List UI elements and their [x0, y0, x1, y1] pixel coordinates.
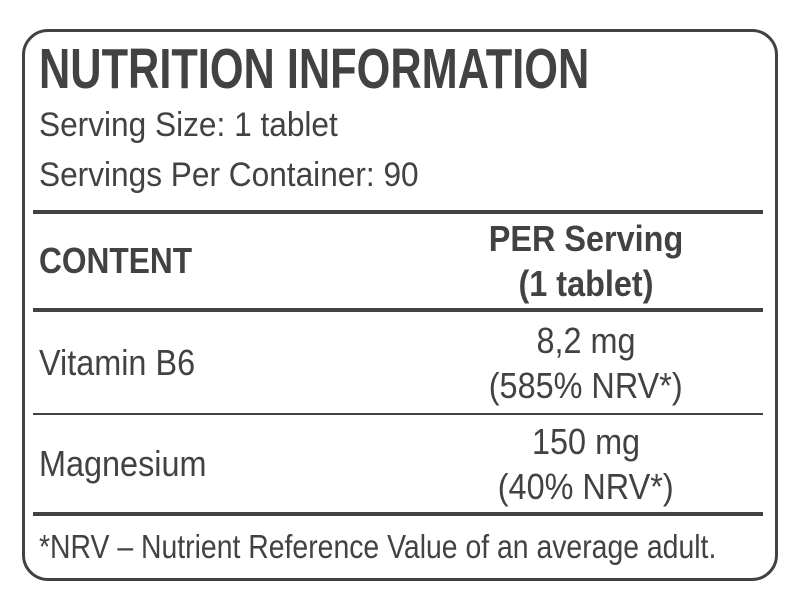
per-serving-header-line1: PER Serving: [397, 216, 775, 261]
nutrient-value-cell: 150 mg (40% NRV*): [397, 419, 775, 509]
nutrient-nrv: (40% NRV*): [397, 464, 775, 509]
serving-size-line: Serving Size: 1 tablet: [39, 100, 775, 150]
content-header-label: CONTENT: [39, 240, 193, 281]
nutrient-value-cell: 8,2 mg (585% NRV*): [397, 318, 775, 408]
nutrient-nrv-text: (585% NRV*): [489, 364, 683, 406]
divider-footnote-thick: [33, 512, 763, 516]
per-serving-header-line2-text: (1 tablet): [518, 263, 654, 304]
table-header-row: CONTENT PER Serving (1 tablet): [25, 214, 775, 308]
nutrient-nrv: (585% NRV*): [397, 363, 775, 408]
serving-size-text: Serving Size: 1 tablet: [39, 106, 338, 144]
divider-header-thick: [33, 308, 763, 312]
nutrient-amount: 150 mg: [397, 419, 775, 464]
nrv-footnote: *NRV – Nutrient Reference Value of an av…: [39, 528, 800, 566]
nrv-footnote-text: *NRV – Nutrient Reference Value of an av…: [39, 528, 717, 565]
nutrient-nrv-text: (40% NRV*): [498, 465, 674, 507]
nutrient-amount-text: 8,2 mg: [536, 319, 636, 361]
table-row-magnesium: Magnesium 150 mg (40% NRV*): [25, 415, 775, 512]
nutrient-name-text: Vitamin B6: [39, 341, 196, 383]
label-title-text: NUTRITION INFORMATION: [39, 37, 590, 101]
per-serving-header-line1-text: PER Serving: [488, 218, 684, 259]
table-row-vitamin-b6: Vitamin B6 8,2 mg (585% NRV*): [25, 312, 775, 413]
per-serving-header-line2: (1 tablet): [397, 261, 775, 306]
nutrient-amount: 8,2 mg: [397, 318, 775, 363]
label-intro-section: NUTRITION INFORMATION Serving Size: 1 ta…: [25, 32, 775, 210]
servings-per-container-text: Servings Per Container: 90: [39, 156, 419, 194]
per-serving-header-cell: PER Serving (1 tablet): [397, 216, 775, 306]
content-header-cell: CONTENT: [25, 240, 397, 282]
label-title: NUTRITION INFORMATION: [39, 38, 775, 100]
nutrient-name-cell: Vitamin B6: [25, 342, 397, 384]
nutrition-label-panel: NUTRITION INFORMATION Serving Size: 1 ta…: [22, 29, 778, 581]
nutrient-amount-text: 150 mg: [531, 420, 641, 462]
divider-row-thin: [33, 413, 763, 415]
nutrient-name-text: Magnesium: [39, 442, 207, 484]
divider-top-thick: [33, 210, 763, 214]
servings-per-container-line: Servings Per Container: 90: [39, 150, 775, 200]
footnote-section: *NRV – Nutrient Reference Value of an av…: [25, 516, 775, 578]
nutrient-name-cell: Magnesium: [25, 443, 397, 485]
